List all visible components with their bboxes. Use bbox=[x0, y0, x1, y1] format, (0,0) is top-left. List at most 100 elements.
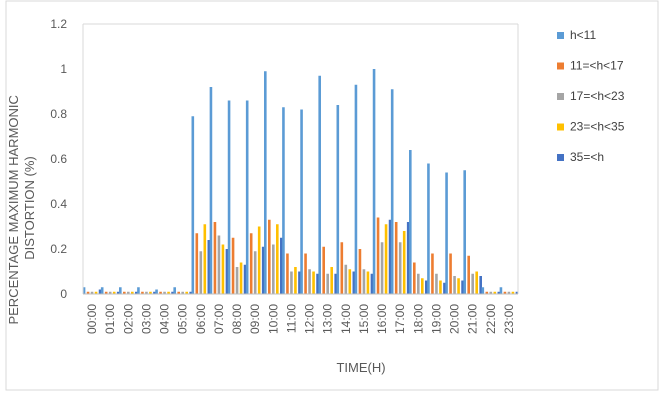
bar bbox=[209, 87, 213, 294]
bar bbox=[171, 291, 174, 294]
x-tick-label: 23:00 bbox=[502, 304, 516, 334]
bar bbox=[261, 246, 265, 294]
bar bbox=[104, 291, 108, 294]
bar bbox=[282, 107, 285, 294]
bar bbox=[362, 269, 366, 294]
bar bbox=[326, 273, 329, 294]
x-tick-label: 11:00 bbox=[284, 304, 298, 333]
bar bbox=[354, 84, 358, 294]
bars-layer bbox=[82, 69, 519, 294]
bar bbox=[203, 224, 207, 294]
bar bbox=[264, 71, 267, 294]
x-tick-label: 06:00 bbox=[194, 304, 208, 334]
x-tick-label: 07:00 bbox=[212, 304, 226, 334]
bar bbox=[159, 291, 162, 294]
legend-swatch bbox=[557, 62, 564, 70]
x-tick-label: 01:00 bbox=[103, 304, 117, 334]
y-tick-label: 0.8 bbox=[50, 107, 67, 121]
bar bbox=[185, 291, 188, 294]
bar bbox=[195, 233, 199, 294]
bar bbox=[243, 264, 247, 294]
bar bbox=[352, 271, 356, 294]
x-tick-label: 08:00 bbox=[230, 304, 244, 334]
bar bbox=[384, 224, 388, 294]
x-tick-label: 16:00 bbox=[375, 304, 389, 334]
bar bbox=[461, 280, 464, 294]
x-axis-title: TIME(H) bbox=[336, 360, 385, 375]
bar bbox=[358, 249, 362, 294]
legend-label: 23=<h<35 bbox=[570, 120, 625, 134]
bar bbox=[481, 287, 485, 294]
bar bbox=[272, 244, 275, 294]
x-tick-label: 18:00 bbox=[411, 304, 425, 334]
bar bbox=[239, 262, 243, 294]
x-tick-label: 09:00 bbox=[248, 304, 262, 334]
y-tick-label: 0.2 bbox=[50, 242, 67, 256]
bar bbox=[344, 264, 348, 294]
x-tick-label: 03:00 bbox=[139, 304, 153, 334]
bar bbox=[489, 291, 493, 294]
bar bbox=[213, 222, 217, 294]
bar bbox=[479, 276, 482, 294]
bar bbox=[457, 278, 460, 294]
bar bbox=[276, 224, 279, 294]
bar bbox=[135, 291, 138, 294]
chart-border bbox=[5, 0, 659, 391]
legend-swatch bbox=[557, 154, 564, 161]
bar bbox=[398, 242, 402, 294]
x-tick-label: 17:00 bbox=[393, 304, 407, 334]
x-tick-label: 02:00 bbox=[121, 304, 135, 334]
bar bbox=[413, 262, 416, 294]
bar bbox=[463, 170, 466, 294]
bar bbox=[330, 267, 333, 294]
bar bbox=[221, 244, 225, 294]
bar bbox=[217, 235, 221, 294]
bar bbox=[316, 273, 319, 294]
bar bbox=[163, 291, 166, 294]
bar bbox=[322, 246, 325, 294]
bar bbox=[334, 273, 337, 294]
bar bbox=[507, 291, 511, 294]
bar bbox=[123, 291, 126, 294]
bar bbox=[304, 253, 307, 294]
bar bbox=[268, 219, 271, 294]
bar bbox=[421, 278, 424, 294]
y-axis-title-line-1: PERCENTAGE MAXIMUM HARMONIC bbox=[6, 95, 21, 324]
bar bbox=[340, 242, 344, 294]
bar bbox=[435, 273, 438, 294]
bar bbox=[149, 291, 152, 294]
bar bbox=[453, 276, 456, 294]
bar bbox=[181, 291, 184, 294]
bar bbox=[112, 291, 116, 294]
x-tick-label: 22:00 bbox=[484, 304, 498, 334]
bar bbox=[86, 291, 90, 294]
bar bbox=[515, 291, 519, 294]
bar bbox=[298, 271, 301, 294]
bar bbox=[173, 287, 176, 294]
legend-swatch bbox=[557, 93, 564, 100]
bar bbox=[116, 291, 120, 294]
bar bbox=[249, 233, 253, 294]
bar bbox=[127, 291, 130, 294]
bar bbox=[376, 217, 380, 294]
bar bbox=[449, 253, 452, 294]
bar bbox=[499, 287, 503, 294]
x-tick-label: 20:00 bbox=[448, 304, 462, 334]
bar bbox=[145, 291, 148, 294]
bar bbox=[225, 249, 229, 294]
bar bbox=[318, 75, 321, 294]
bar bbox=[425, 280, 428, 294]
bar bbox=[427, 163, 430, 294]
x-tick-label: 13:00 bbox=[321, 304, 335, 334]
x-tick-label: 14:00 bbox=[339, 304, 353, 334]
bar bbox=[253, 251, 257, 294]
legend-label: 35=<h bbox=[570, 150, 604, 164]
bar bbox=[406, 222, 410, 294]
bar bbox=[231, 237, 235, 294]
legend-label: 17=<h<23 bbox=[570, 89, 625, 103]
bar bbox=[370, 273, 374, 294]
legend-swatch bbox=[557, 32, 564, 39]
bar bbox=[431, 253, 434, 294]
